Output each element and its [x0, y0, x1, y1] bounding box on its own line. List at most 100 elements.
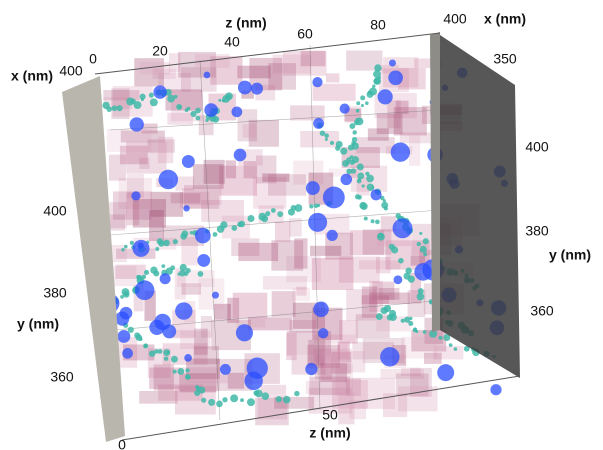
volume-block: [120, 130, 165, 143]
volume-block: [290, 105, 325, 121]
filament: [240, 398, 244, 403]
volume-block: [293, 160, 324, 185]
volume-block: [289, 218, 302, 237]
filament: [261, 215, 269, 223]
volume-block: [395, 373, 429, 397]
volume-block: [351, 377, 396, 409]
filament: [170, 265, 176, 271]
volume-block: [179, 191, 210, 209]
volume-block: [134, 58, 164, 87]
volume-block: [103, 97, 133, 110]
filament: [419, 231, 423, 235]
filament: [148, 350, 156, 357]
filament: [143, 343, 148, 349]
filament: [361, 184, 365, 188]
filament: [176, 103, 183, 110]
filament: [106, 106, 112, 112]
particle: [313, 117, 325, 129]
volume-block: [238, 242, 279, 262]
volume-block: [144, 290, 156, 321]
axis-label: y (nm): [549, 247, 591, 263]
volume-block: [103, 90, 140, 101]
volume-block: [237, 65, 271, 79]
volume-block: [274, 396, 315, 409]
particle: [175, 302, 193, 320]
filament: [261, 392, 270, 400]
particle: [388, 70, 403, 86]
filament: [383, 304, 392, 313]
bottom-edge: [121, 375, 521, 441]
filament: [218, 98, 222, 102]
filament: [335, 145, 341, 151]
filament: [247, 215, 255, 223]
filament: [139, 93, 146, 100]
filament: [173, 94, 178, 99]
filament: [357, 194, 362, 200]
filament: [265, 211, 271, 217]
volume-block: [349, 399, 367, 420]
filament: [324, 133, 329, 138]
filament: [205, 118, 209, 123]
filament: [161, 264, 166, 268]
volume-block: [381, 64, 399, 74]
filament: [149, 98, 158, 107]
volume-block: [194, 54, 230, 68]
particle: [414, 263, 432, 281]
filament: [349, 123, 356, 129]
particle: [250, 82, 264, 95]
volume-block: [331, 351, 352, 374]
tick-label: 80: [370, 17, 386, 33]
filament: [383, 206, 388, 211]
filament: [360, 202, 368, 211]
volume-block: [355, 314, 390, 339]
particle: [233, 148, 247, 162]
particle: [117, 329, 131, 343]
particle: [388, 59, 396, 67]
volume-block: [210, 56, 243, 85]
axis-label: x (nm): [11, 68, 53, 84]
filament: [197, 271, 204, 277]
particle: [437, 364, 455, 382]
volume-block: [286, 332, 297, 361]
volume-block: [110, 214, 126, 231]
grid-line: [109, 109, 441, 131]
volume-block: [133, 237, 177, 250]
volume-block: [225, 160, 237, 179]
volume-block: [328, 168, 365, 177]
volume-block: [337, 344, 348, 356]
volume-block: [219, 165, 258, 196]
particle: [237, 80, 252, 95]
filament: [172, 369, 177, 374]
particle: [153, 85, 167, 99]
filament: [371, 186, 375, 190]
volume-block: [139, 157, 150, 169]
particle: [339, 103, 350, 114]
filament: [367, 90, 372, 95]
volume-block: [383, 393, 408, 418]
volume-block: [231, 238, 260, 256]
filament: [353, 119, 360, 126]
particle: [149, 319, 165, 335]
particle: [490, 384, 502, 396]
volume-block: [255, 155, 277, 184]
tick-label: 20: [152, 43, 168, 59]
volume-block: [380, 216, 397, 232]
volume-block: [410, 272, 422, 304]
filament: [282, 395, 291, 404]
filament: [324, 137, 328, 141]
top-edge: [94, 32, 441, 75]
volume-block: [409, 135, 421, 166]
volume-block: [201, 199, 245, 222]
filament: [329, 140, 335, 146]
volume-block: [395, 100, 409, 115]
filament: [408, 320, 414, 327]
volume-block: [380, 368, 424, 379]
particle: [235, 324, 254, 342]
filament: [294, 390, 300, 397]
particle: [131, 191, 141, 201]
volume-block: [187, 374, 229, 384]
volume-block: [203, 159, 225, 184]
volume-block: [182, 188, 222, 206]
tick-label: 400: [43, 203, 67, 219]
filament: [413, 327, 417, 332]
